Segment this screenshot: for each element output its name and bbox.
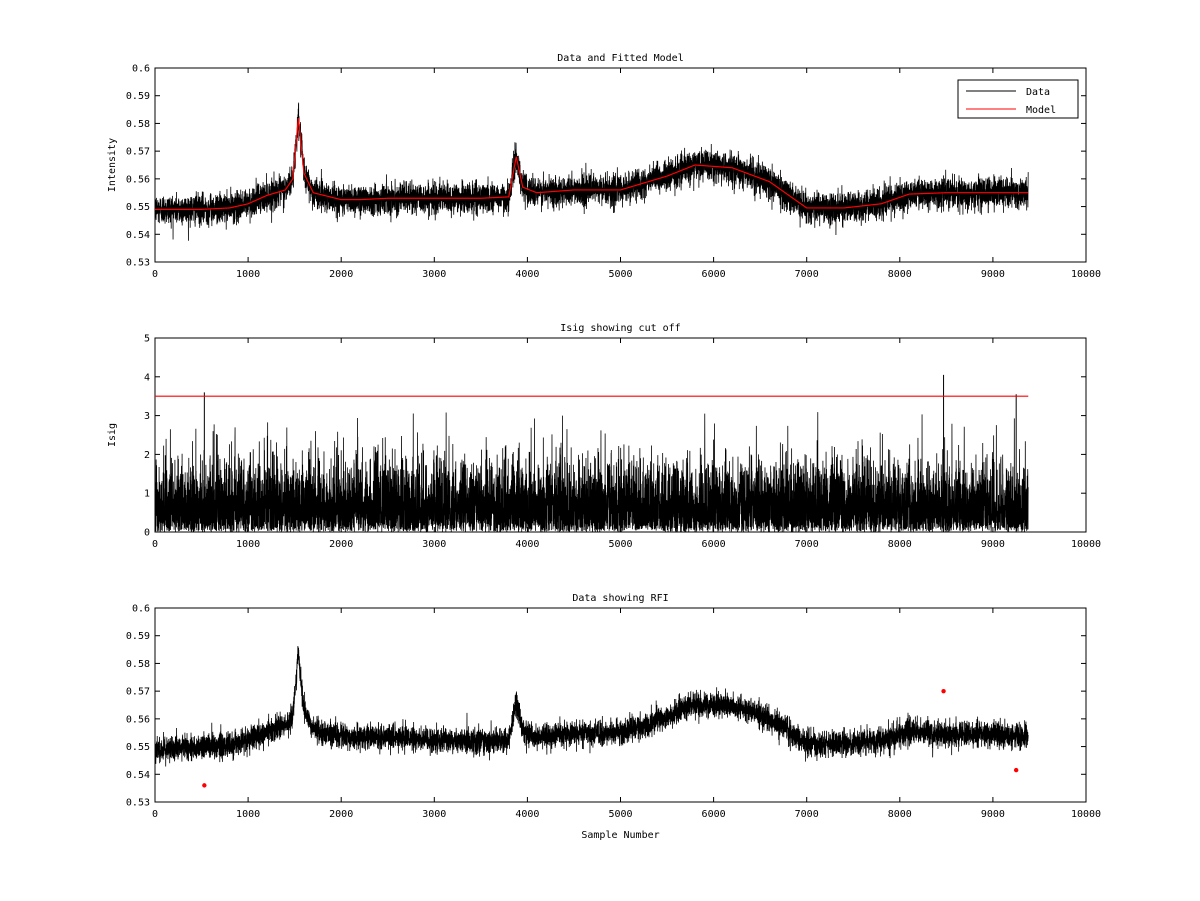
x-tick-label: 1000 <box>236 809 260 820</box>
series-model-line <box>155 117 1029 210</box>
y-tick-label: 0.54 <box>126 230 150 241</box>
x-tick-label: 1000 <box>236 539 260 550</box>
plot-clip <box>155 374 1029 532</box>
x-tick-label: 5000 <box>608 809 632 820</box>
x-tick-label: 9000 <box>981 269 1005 280</box>
y-tick-label: 5 <box>144 334 150 345</box>
y-tick-label: 0.58 <box>126 659 150 670</box>
series-isig-line <box>155 412 1029 532</box>
x-tick-label: 7000 <box>795 809 819 820</box>
x-tick-label: 3000 <box>422 809 446 820</box>
y-tick-label: 3 <box>144 411 150 422</box>
legend: Data Model <box>957 79 1079 119</box>
y-tick-label: 0.58 <box>126 119 150 130</box>
rfi-point <box>941 688 946 694</box>
y-tick-label: 0.56 <box>126 714 150 725</box>
x-axis-label: Sample Number <box>581 830 659 841</box>
x-tick-label: 4000 <box>515 269 539 280</box>
x-tick-label: 7000 <box>795 269 819 280</box>
panel-data-rfi: 0 1000 2000 3000 4000 5000 6000 7000 8000 9000 100… <box>126 593 1101 841</box>
x-tick-label: 2000 <box>329 269 353 280</box>
chart-title: Data and Fitted Model <box>557 53 683 64</box>
plot-area <box>155 646 1029 788</box>
x-tick-label: 3000 <box>422 269 446 280</box>
y-tick-label: 4 <box>144 372 150 383</box>
plot-clip <box>155 102 1029 241</box>
y-tick-label: 0.53 <box>126 258 150 269</box>
x-tick-label: 10000 <box>1071 269 1101 280</box>
series-data-line <box>155 646 1029 767</box>
y-tick-label: 0.55 <box>126 202 150 213</box>
plot-area <box>155 102 1029 241</box>
y-axis-label: Isig <box>107 423 118 447</box>
x-tick-label: 10000 <box>1071 539 1101 550</box>
legend-entry-data: Data <box>1026 87 1050 98</box>
legend-entry-model: Model <box>1026 105 1056 116</box>
y-axis-label: Intensity <box>107 138 118 192</box>
ticks: 0 1000 2000 3000 4000 5000 6000 7000 8000 9000 100… <box>126 64 1101 281</box>
ticks: 0 1000 2000 3000 4000 5000 6000 7000 8000 9000 100… <box>144 334 1101 551</box>
x-tick-label: 8000 <box>888 539 912 550</box>
y-tick-label: 0 <box>144 528 150 539</box>
series-data-line <box>155 102 1029 241</box>
legend-box <box>957 79 1079 119</box>
x-tick-label: 0 <box>152 269 158 280</box>
x-tick-label: 9000 <box>981 809 1005 820</box>
y-tick-label: 0.59 <box>126 631 150 642</box>
x-tick-label: 2000 <box>329 539 353 550</box>
y-tick-label: 0.57 <box>126 147 150 158</box>
y-tick-label: 1 <box>144 489 150 500</box>
x-tick-label: 2000 <box>329 809 353 820</box>
y-tick-label: 0.6 <box>132 64 150 75</box>
plot-clip <box>155 646 1029 788</box>
plot-area <box>155 374 1029 532</box>
chart-title: Isig showing cut off <box>560 323 680 334</box>
x-tick-label: 6000 <box>702 539 726 550</box>
x-tick-label: 4000 <box>515 809 539 820</box>
rfi-point <box>1013 767 1019 773</box>
ticks: 0 1000 2000 3000 4000 5000 6000 7000 8000 9000 100… <box>126 604 1101 821</box>
y-tick-label: 0.55 <box>126 742 150 753</box>
x-tick-label: 10000 <box>1071 809 1101 820</box>
x-tick-label: 5000 <box>608 269 632 280</box>
chart-title: Data showing RFI <box>572 593 668 604</box>
rfi-point <box>202 783 207 788</box>
panel-isig-cutoff: 0 1000 2000 3000 4000 5000 6000 7000 8000 9000 100… <box>107 323 1101 550</box>
x-tick-label: 0 <box>152 809 158 820</box>
y-tick-label: 0.57 <box>126 687 150 698</box>
x-tick-label: 4000 <box>515 539 539 550</box>
y-tick-label: 0.59 <box>126 91 150 102</box>
x-tick-label: 8000 <box>888 809 912 820</box>
x-tick-label: 6000 <box>702 269 726 280</box>
y-tick-label: 0.54 <box>126 770 150 781</box>
x-tick-label: 1000 <box>236 269 260 280</box>
x-tick-label: 7000 <box>795 539 819 550</box>
x-tick-label: 8000 <box>888 269 912 280</box>
x-tick-label: 6000 <box>702 809 726 820</box>
y-tick-label: 2 <box>144 450 150 461</box>
y-tick-label: 0.53 <box>126 798 150 809</box>
x-tick-label: 9000 <box>981 539 1005 550</box>
x-tick-label: 0 <box>152 539 158 550</box>
x-tick-label: 5000 <box>608 539 632 550</box>
y-tick-label: 0.56 <box>126 174 150 185</box>
y-tick-label: 0.6 <box>132 604 150 615</box>
panel-data-fitted-model: 0 1000 2000 3000 4000 5000 6000 7000 8000 9000 100… <box>107 53 1101 280</box>
x-tick-label: 3000 <box>422 539 446 550</box>
